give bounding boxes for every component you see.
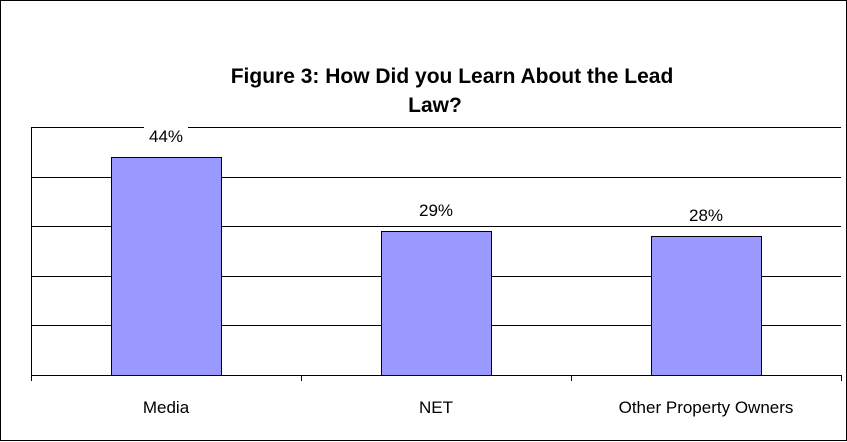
data-label: 28% <box>684 203 728 226</box>
category-labels: Media NET Other Property Owners <box>143 398 794 417</box>
chart-title: Figure 3: How Did you Learn About the Le… <box>231 65 674 117</box>
data-label-bg <box>414 198 458 221</box>
data-label-text: 44% <box>149 127 183 146</box>
data-label-text: 28% <box>689 206 723 225</box>
bar-net <box>381 231 492 376</box>
bar-media <box>111 157 222 376</box>
bars <box>111 157 762 376</box>
data-label-bg <box>144 123 188 146</box>
bar-other-property-owners <box>651 236 762 376</box>
category-label: Media <box>143 398 190 417</box>
data-label: 44% <box>144 123 188 146</box>
chart-title-line-1: Figure 3: How Did you Learn About the Le… <box>231 65 674 88</box>
chart-title-line-2: Law? <box>408 94 462 117</box>
category-label: NET <box>419 398 453 417</box>
data-label-text: 29% <box>419 201 453 220</box>
category-label: Other Property Owners <box>619 398 794 417</box>
data-label: 29% <box>414 198 458 221</box>
plot-area: 44% 29% 28% Media NET Other Property Owners <box>31 123 842 417</box>
x-ticks <box>31 375 842 381</box>
data-labels: 44% 29% 28% <box>144 123 728 226</box>
data-label-bg <box>684 203 728 226</box>
